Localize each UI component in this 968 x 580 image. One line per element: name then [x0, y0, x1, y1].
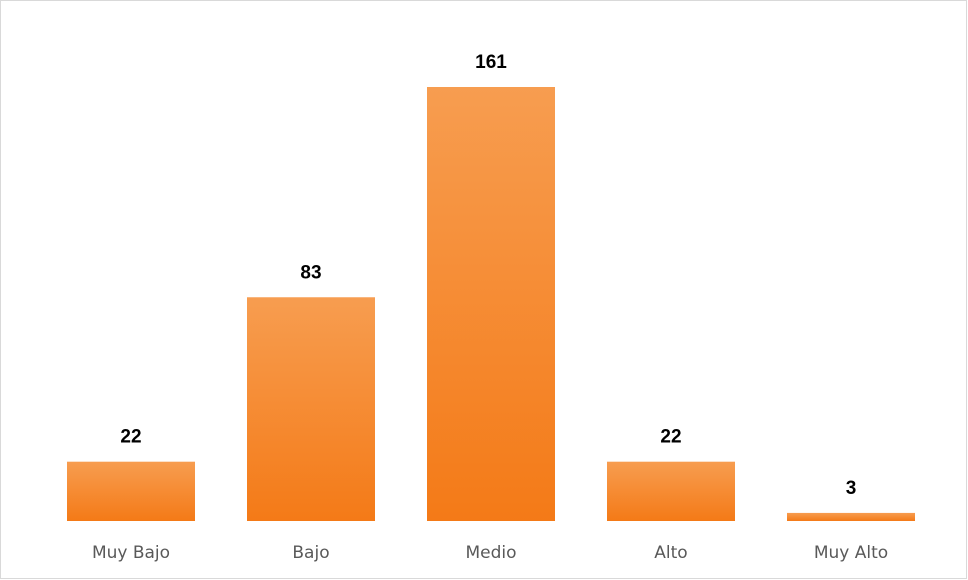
value-label: 161 [475, 52, 507, 73]
bar [247, 297, 375, 521]
x-tick-label: Muy Alto [814, 543, 888, 563]
value-label: 22 [120, 427, 141, 448]
x-tick-label: Medio [465, 543, 516, 563]
value-label: 22 [660, 427, 681, 448]
bar [427, 87, 555, 521]
value-label: 3 [846, 478, 857, 499]
bar [607, 461, 735, 521]
value-label: 83 [300, 262, 321, 283]
x-tick-label: Alto [654, 543, 687, 563]
bar [787, 512, 915, 521]
plot-area: 22 Muy Bajo 83 Bajo 161 Medio 22 Alto 3 Muy Alto [67, 52, 915, 563]
x-tick-label: Muy Bajo [92, 543, 170, 563]
x-tick-label: Bajo [292, 543, 329, 563]
bar [67, 461, 195, 521]
